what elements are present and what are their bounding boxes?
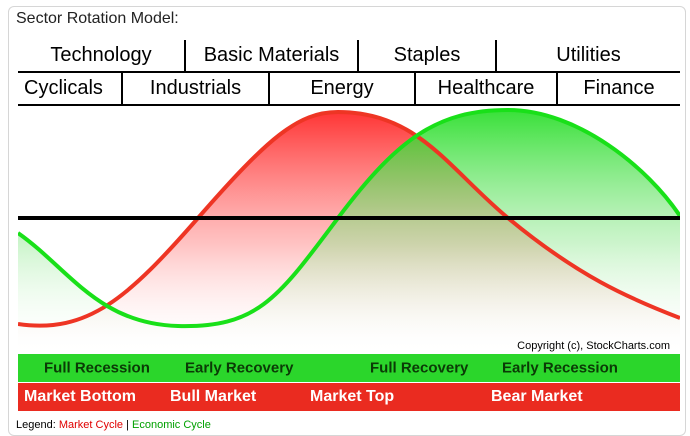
sector-technology: Technology: [18, 40, 186, 71]
economic-phase-band: Full Recession Early Recovery Full Recov…: [18, 354, 680, 382]
sector-energy: Energy: [270, 73, 416, 104]
sector-staples: Staples: [359, 40, 497, 71]
legend-economic-cycle: Economic Cycle: [132, 419, 211, 431]
economic-cycle-fill: [18, 110, 680, 354]
cycle-curves: [18, 108, 680, 354]
market-cycle-curve: [18, 109, 680, 328]
legend-separator: |: [126, 419, 129, 431]
sector-basic-materials: Basic Materials: [186, 40, 359, 71]
legend-market-cycle: Market Cycle: [58, 419, 124, 431]
copyright-note: Copyright (c), StockCharts.com: [517, 340, 670, 352]
phase-early-recession: Early Recession: [502, 359, 618, 377]
sector-finance: Finance: [583, 77, 655, 99]
phase-bear-market: Bear Market: [491, 388, 583, 405]
sector-industrials: Industrials: [123, 73, 270, 104]
sector-row-top: Technology Basic Materials Staples Utili…: [18, 40, 680, 73]
widget-heading: Sector Rotation Model:: [16, 10, 179, 27]
sector-row-bottom: Cyclicals Industrials Energy Healthcare …: [18, 73, 680, 106]
sector-utilities: Utilities: [556, 44, 621, 66]
phase-full-recovery: Full Recovery: [370, 359, 469, 377]
legend: Legend: Market Cycle | Economic Cycle: [16, 419, 211, 431]
phase-bull-market: Bull Market: [170, 388, 257, 405]
phase-early-recovery: Early Recovery: [185, 359, 294, 377]
sector-healthcare: Healthcare: [416, 73, 558, 104]
phase-market-bottom: Market Bottom: [24, 388, 137, 405]
sector-rotation-diagram: Technology Basic Materials Staples Utili…: [18, 40, 680, 415]
phase-full-recession: Full Recession: [44, 359, 150, 377]
legend-prefix: Legend:: [16, 419, 56, 431]
market-phase-band: Market Bottom Bull Market Market Top Bea…: [18, 383, 680, 411]
sector-cyclicals: Cyclicals: [18, 73, 123, 104]
phase-market-top: Market Top: [310, 388, 395, 405]
